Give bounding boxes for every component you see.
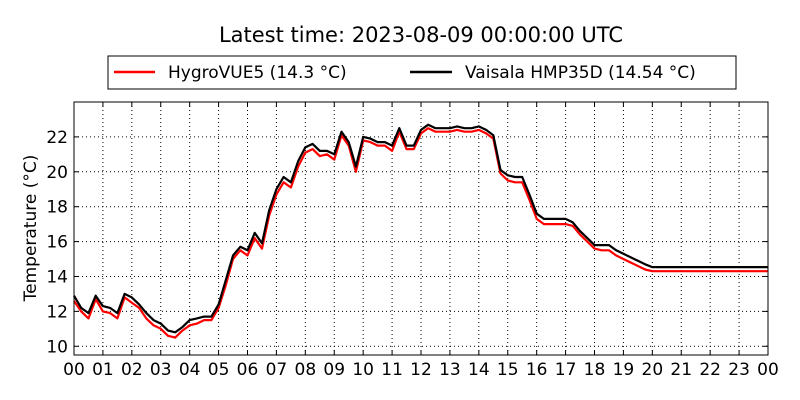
chart-title: Latest time: 2023-08-09 00:00:00 UTC: [219, 23, 623, 47]
series-line-vaisala: [73, 123, 768, 334]
x-tick-label: 23: [728, 360, 750, 380]
x-tick-label: 00: [757, 360, 779, 380]
x-tick-label: 04: [179, 360, 201, 380]
x-tick-label: 11: [381, 360, 403, 380]
y-tick-label: 16: [46, 233, 68, 253]
y-tick-label: 12: [46, 302, 68, 322]
x-tick-label: 18: [584, 360, 606, 380]
x-tick-label: 00: [63, 360, 85, 380]
x-tick-label: 13: [439, 360, 461, 380]
x-tick-label: 09: [323, 360, 345, 380]
x-tick-label: 17: [555, 360, 577, 380]
y-axis-label: Temperature (°C): [21, 155, 41, 303]
x-tick-label: 07: [266, 360, 288, 380]
x-tick-label: 21: [670, 360, 692, 380]
x-tick-label: 10: [352, 360, 374, 380]
x-tick-label: 05: [208, 360, 230, 380]
y-tick-label: 18: [46, 198, 68, 218]
y-tick-label: 10: [46, 337, 68, 357]
x-tick-label: 02: [121, 360, 143, 380]
x-tick-label: 19: [613, 360, 635, 380]
legend-label-vaisala: Vaisala HMP35D (14.54 °C): [465, 63, 696, 83]
x-tick-label: 20: [642, 360, 664, 380]
x-tick-label: 15: [497, 360, 519, 380]
x-tick-label: 08: [295, 360, 317, 380]
x-tick-label: 16: [526, 360, 548, 380]
x-tick-label: 03: [150, 360, 172, 380]
x-tick-label: 12: [410, 360, 432, 380]
x-tick-label: 22: [699, 360, 721, 380]
legend-label-hygrovue5: HygroVUE5 (14.3 °C): [168, 63, 347, 83]
axis-ticks: 00 01 02 03 04 05 06 07 08 09 10 11 12 13 14 15 16 17 18 19…: [46, 102, 779, 380]
y-tick-label: 22: [46, 128, 68, 148]
y-tick-label: 14: [46, 267, 68, 287]
grid: [74, 102, 768, 355]
plot-frame: [73, 101, 769, 356]
series-line-hygrovue5: [73, 127, 768, 339]
x-tick-label: 06: [237, 360, 259, 380]
legend: HygroVUE5 (14.3 °C) Vaisala HMP35D (14.5…: [107, 55, 737, 90]
x-tick-label: 01: [92, 360, 114, 380]
series-layer: [73, 123, 768, 339]
y-tick-label: 20: [46, 163, 68, 183]
x-tick-label: 14: [468, 360, 490, 380]
